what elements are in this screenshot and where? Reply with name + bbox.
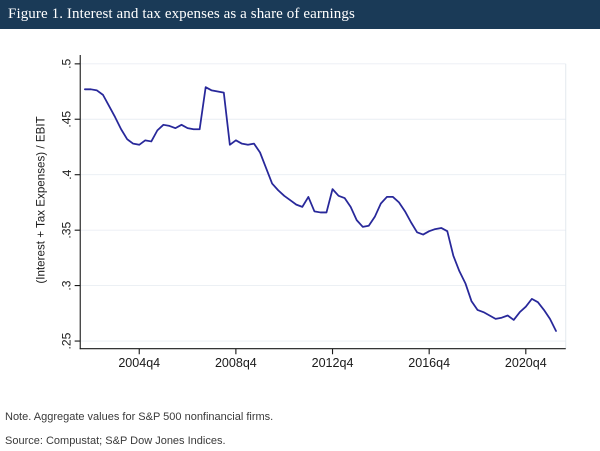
figure-title-bar: Figure 1. Interest and tax expenses as a… bbox=[0, 0, 600, 29]
y-axis-title: (Interest + Tax Expenses) / EBIT bbox=[34, 116, 47, 283]
y-tick-label: .5 bbox=[60, 59, 74, 69]
line-chart: .5 .45 .4 .35 .3 .25 2004q4 2008q4 2012q4 2016q4 2… bbox=[34, 55, 567, 370]
y-tick-label: .45 bbox=[60, 111, 74, 128]
figure-note: Note. Aggregate values for S&P 500 nonfi… bbox=[5, 411, 274, 423]
x-tick-label: 2012q4 bbox=[312, 356, 354, 370]
x-tick-label: 2016q4 bbox=[408, 356, 450, 370]
x-tick-label: 2020q4 bbox=[505, 356, 547, 370]
y-tick-label: .3 bbox=[60, 280, 74, 290]
y-tick-label: .25 bbox=[60, 332, 74, 349]
figure-source: Source: Compustat; S&P Dow Jones Indices… bbox=[5, 435, 226, 447]
x-tick-label: 2004q4 bbox=[118, 356, 160, 370]
x-tick-label: 2008q4 bbox=[215, 356, 257, 370]
y-tick-label: .4 bbox=[60, 169, 74, 179]
data-line bbox=[83, 86, 557, 332]
figure-title: Figure 1. Interest and tax expenses as a… bbox=[8, 6, 355, 22]
y-tick-label: .35 bbox=[60, 222, 74, 239]
